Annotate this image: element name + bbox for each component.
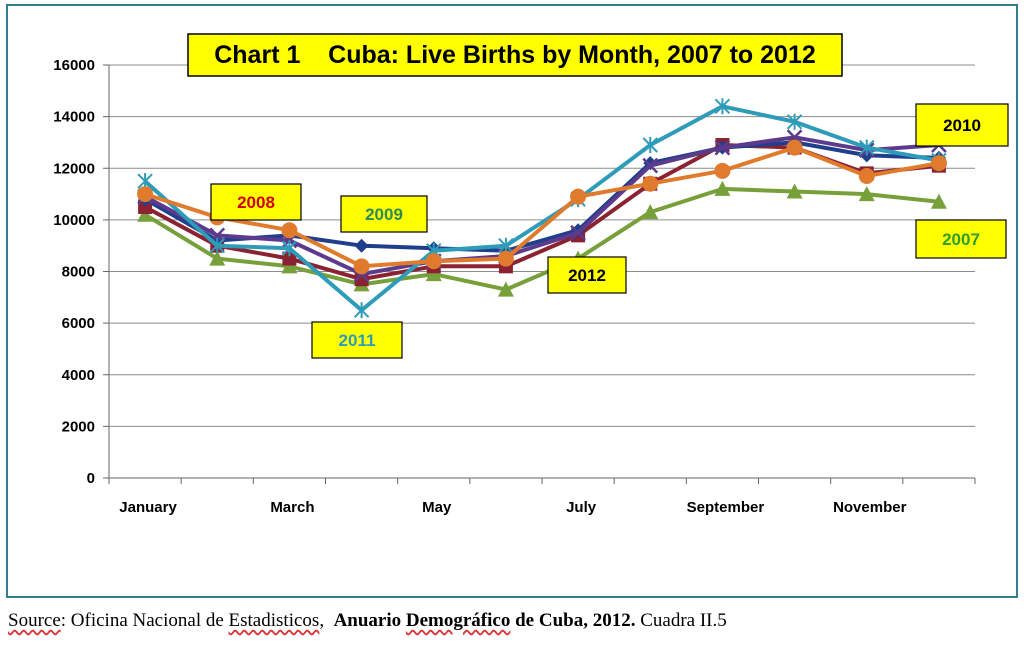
data-point [714,98,731,115]
x-tick-label: September [687,499,765,516]
data-point [714,162,731,179]
series-label-text: 2008 [237,193,275,212]
data-point [281,258,298,274]
series-line [144,135,940,277]
data-point [425,253,442,270]
y-tick-label: 0 [87,470,95,487]
y-tick-label: 12000 [53,160,95,177]
data-point [786,183,803,199]
source-agency-a: : Oficina Nacional de [60,610,229,631]
data-point [209,250,226,266]
data-point [282,251,297,266]
y-tick-label: 4000 [62,367,95,384]
data-point [714,180,731,196]
data-point [930,155,947,172]
data-point [786,139,803,156]
series-label-2012: 2012 [547,256,627,294]
y-tick-label: 16000 [53,57,95,74]
line-chart: 0 2000 4000 6000 8000 10000 12000 14000 16000 Jan… [53,33,1009,516]
y-tick-label: 14000 [53,109,95,126]
series-label-box [340,195,428,233]
series-label-2008: 2008 [210,183,302,221]
series-label-box [915,219,1007,259]
data-point [137,206,154,222]
data-point [570,188,587,205]
data-point [497,250,514,267]
data-point [786,113,803,130]
series-2007 [137,180,947,297]
data-point [425,266,442,282]
data-point [642,175,659,192]
data-point [281,222,298,239]
x-tick-label: March [270,499,314,516]
data-point [353,302,370,319]
data-point [642,157,659,174]
chart-title: Chart 1 Cuba: Live Births by Month, 2007… [214,41,816,69]
data-point [281,240,298,257]
data-point [858,167,875,184]
series-label-text: 2012 [568,266,606,285]
x-tick-label: July [566,499,597,516]
series-line [144,145,940,269]
chart-title-box [187,33,843,77]
source-agency-b: Estadisticos [228,610,320,631]
source-citation: Source: Oficina Nacional de Estadisticos… [8,610,727,632]
series-label-text: 2010 [943,116,981,135]
data-point [642,204,659,220]
data-point [642,137,658,154]
data-point [354,272,369,287]
data-point [859,139,875,156]
source-pub-c: de Cuba, 2012. [510,610,636,631]
y-tick-label: 6000 [62,315,95,332]
x-tick-label: January [119,499,177,516]
series-label-2011: 2011 [311,321,403,359]
source-prefix: Source [8,610,61,631]
series-line [144,186,940,292]
y-tick-label: 8000 [62,264,95,281]
data-point [570,224,586,241]
series-label-2007: 2007 [915,219,1007,259]
series-label-2010: 2010 [915,103,1009,147]
data-point [137,186,154,203]
series-label-text: 2009 [365,205,403,224]
x-tick-label: November [833,499,907,516]
y-tick-label: 10000 [53,212,95,229]
data-point [353,258,370,275]
x-tick-label: May [422,499,452,516]
data-point [930,193,947,209]
series-label-text: 2007 [942,230,980,249]
series-line [143,104,940,313]
series-label-box [547,256,627,294]
series-label-text: 2011 [339,331,376,350]
series-label-box [915,103,1009,147]
series-label-box [311,321,403,359]
source-suffix: Cuadra II.5 [635,610,727,631]
series-label-box [210,183,302,221]
data-point [354,238,369,253]
source-pub-b: Demográfico [405,610,511,631]
source-sep: , [319,610,334,631]
data-point [858,186,875,202]
y-tick-label: 2000 [62,418,95,435]
data-point [714,139,731,156]
series-label-2009: 2009 [340,195,428,233]
chart-frame: 0 2000 4000 6000 8000 10000 12000 14000 16000 Jan… [6,4,1018,598]
series-line [144,140,939,253]
source-pub-a: Anuario [333,610,406,631]
data-point [497,281,514,297]
data-point [209,237,225,254]
